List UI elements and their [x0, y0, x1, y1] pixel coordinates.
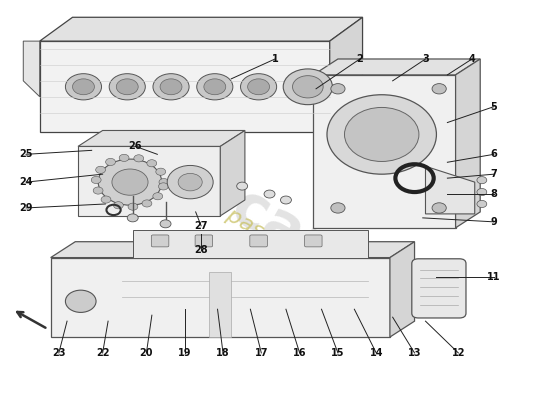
Text: 3: 3: [422, 54, 429, 64]
Text: 6: 6: [491, 149, 497, 159]
Circle shape: [280, 196, 292, 204]
Polygon shape: [78, 130, 245, 146]
Circle shape: [112, 169, 148, 195]
Polygon shape: [40, 41, 329, 132]
Circle shape: [101, 196, 111, 203]
Circle shape: [178, 173, 202, 191]
Circle shape: [204, 79, 226, 95]
Circle shape: [477, 200, 487, 208]
Text: 8: 8: [491, 189, 497, 199]
Circle shape: [127, 214, 138, 222]
Text: 24: 24: [19, 177, 33, 187]
Circle shape: [158, 183, 168, 190]
Text: 5: 5: [491, 102, 497, 112]
Text: 29: 29: [19, 203, 33, 213]
Text: 23: 23: [52, 348, 65, 358]
Polygon shape: [314, 59, 480, 75]
Circle shape: [134, 155, 144, 162]
Text: 18: 18: [216, 348, 230, 358]
Circle shape: [327, 95, 437, 174]
Polygon shape: [221, 130, 245, 216]
Polygon shape: [329, 17, 362, 132]
Polygon shape: [390, 242, 415, 337]
Circle shape: [236, 182, 248, 190]
Text: 1: 1: [272, 54, 278, 64]
Circle shape: [65, 74, 102, 100]
Text: 2: 2: [356, 54, 363, 64]
Text: 17: 17: [255, 348, 268, 358]
Circle shape: [160, 220, 171, 228]
Circle shape: [167, 166, 213, 199]
Circle shape: [293, 76, 323, 98]
Text: 14: 14: [370, 348, 383, 358]
Text: 13: 13: [408, 348, 421, 358]
Text: 20: 20: [140, 348, 153, 358]
Circle shape: [331, 84, 345, 94]
Circle shape: [96, 166, 106, 173]
Circle shape: [142, 200, 152, 207]
Circle shape: [106, 158, 116, 166]
Circle shape: [432, 203, 446, 213]
FancyBboxPatch shape: [151, 235, 169, 247]
Polygon shape: [210, 272, 231, 337]
Polygon shape: [51, 258, 390, 337]
Polygon shape: [426, 166, 475, 214]
Circle shape: [344, 108, 419, 162]
FancyBboxPatch shape: [250, 235, 267, 247]
FancyBboxPatch shape: [195, 235, 213, 247]
Circle shape: [331, 203, 345, 213]
Circle shape: [159, 178, 169, 186]
Text: 27: 27: [194, 221, 208, 231]
Text: 11: 11: [487, 272, 500, 282]
Circle shape: [119, 154, 129, 162]
Circle shape: [153, 74, 189, 100]
FancyBboxPatch shape: [412, 259, 466, 318]
Circle shape: [116, 79, 138, 95]
Text: 25: 25: [19, 149, 33, 159]
Text: 15: 15: [331, 348, 345, 358]
Polygon shape: [40, 17, 362, 41]
Circle shape: [91, 176, 101, 184]
Text: 22: 22: [96, 348, 109, 358]
Circle shape: [93, 187, 103, 194]
Circle shape: [477, 176, 487, 184]
Circle shape: [156, 168, 166, 175]
Polygon shape: [78, 146, 221, 216]
Polygon shape: [455, 59, 480, 228]
Circle shape: [65, 290, 96, 312]
Text: 19: 19: [178, 348, 191, 358]
Polygon shape: [51, 242, 415, 258]
Circle shape: [73, 79, 95, 95]
Circle shape: [197, 74, 233, 100]
Text: 9: 9: [491, 217, 497, 227]
Text: 4: 4: [469, 54, 475, 64]
Text: eurocars: eurocars: [92, 104, 370, 296]
Text: 7: 7: [491, 169, 497, 179]
Circle shape: [160, 79, 182, 95]
Text: 28: 28: [194, 245, 208, 255]
Circle shape: [240, 74, 277, 100]
Polygon shape: [23, 41, 40, 97]
Text: 26: 26: [129, 141, 142, 151]
Circle shape: [153, 193, 163, 200]
Circle shape: [128, 203, 138, 210]
Circle shape: [477, 188, 487, 196]
Polygon shape: [133, 230, 368, 258]
Circle shape: [109, 74, 145, 100]
FancyBboxPatch shape: [305, 235, 322, 247]
Circle shape: [432, 84, 446, 94]
Circle shape: [98, 159, 162, 205]
Polygon shape: [314, 75, 455, 228]
Text: 12: 12: [452, 348, 465, 358]
Circle shape: [113, 202, 123, 209]
Circle shape: [264, 190, 275, 198]
Circle shape: [248, 79, 270, 95]
Text: a passione1985: a passione1985: [205, 195, 367, 300]
Circle shape: [147, 160, 157, 167]
Text: 16: 16: [293, 348, 306, 358]
Circle shape: [283, 69, 332, 105]
